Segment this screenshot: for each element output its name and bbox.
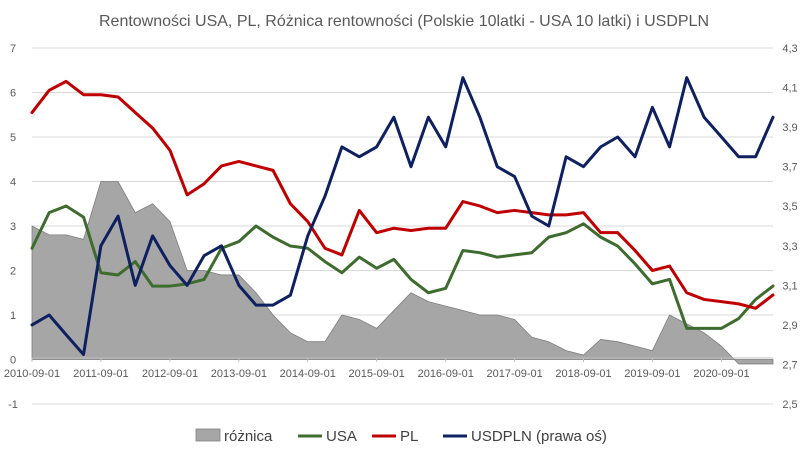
series-line-3: [30, 76, 775, 357]
y-right-tick-label: 2,9: [782, 320, 797, 332]
y-left-tick-label: 0: [10, 355, 16, 367]
legend-label: USA: [326, 428, 357, 445]
x-tick-label: 2016-09-01: [418, 368, 474, 380]
x-tick-label: 2019-09-01: [624, 368, 680, 380]
y-right-tick-label: 2,5: [782, 399, 797, 411]
x-tick-label: 2014-09-01: [280, 368, 336, 380]
legend-label: USDPLN (prawa oś): [471, 428, 607, 445]
y-right-tick-label: 3,7: [782, 162, 797, 174]
x-tick-label: 2010-09-01: [4, 368, 60, 380]
series-line-1: [30, 204, 775, 330]
chart-title: Rentowności USA, PL, Różnica rentowności…: [99, 13, 709, 30]
y-left-tick-label: -1: [8, 399, 18, 411]
y-right-tick-label: 2,7: [782, 359, 797, 371]
y-left-tick-label: 5: [10, 132, 16, 144]
x-tick-label: 2011-09-01: [73, 368, 128, 380]
legend: różnica USA PL USDPLN (prawa oś): [195, 428, 607, 445]
series-area-roznica: [31, 181, 774, 365]
legend-swatch: [195, 428, 221, 442]
y-left-tick-label: 1: [10, 310, 16, 322]
y-right-tick-label: 3,5: [782, 201, 797, 213]
y-right-tick-label: 4,1: [782, 83, 797, 95]
y-right-tick-label: 4,3: [782, 43, 797, 55]
y-right-tick-label: 3,9: [782, 122, 797, 134]
y-left-tick-label: 4: [10, 177, 16, 189]
area-layer: [31, 181, 774, 365]
line-layer: [30, 76, 775, 357]
axis-layer: -1 0 1 2 3 4 5 6 7 2,5 2,7 2,9 3,1 3,3 3,5 3,7 3,9 4,1 4,3…: [4, 43, 798, 411]
x-tick-label: 2018-09-01: [555, 368, 611, 380]
x-tick-label: 2017-09-01: [486, 368, 542, 380]
legend-label: PL: [400, 428, 418, 445]
x-tick-label: 2013-09-01: [211, 368, 267, 380]
y-left-tick-label: 3: [10, 221, 16, 233]
y-right-tick-label: 3,3: [782, 241, 797, 253]
x-tick-label: 2020-09-01: [693, 368, 749, 380]
y-left-tick-label: 7: [10, 43, 16, 55]
y-right-tick-label: 3,1: [782, 280, 797, 292]
x-tick-label: 2012-09-01: [142, 368, 198, 380]
series-line-2: [30, 79, 775, 310]
legend-label: różnica: [224, 428, 273, 445]
y-left-tick-label: 2: [10, 266, 16, 278]
y-left-tick-label: 6: [10, 88, 16, 100]
x-tick-label: 2015-09-01: [349, 368, 405, 380]
